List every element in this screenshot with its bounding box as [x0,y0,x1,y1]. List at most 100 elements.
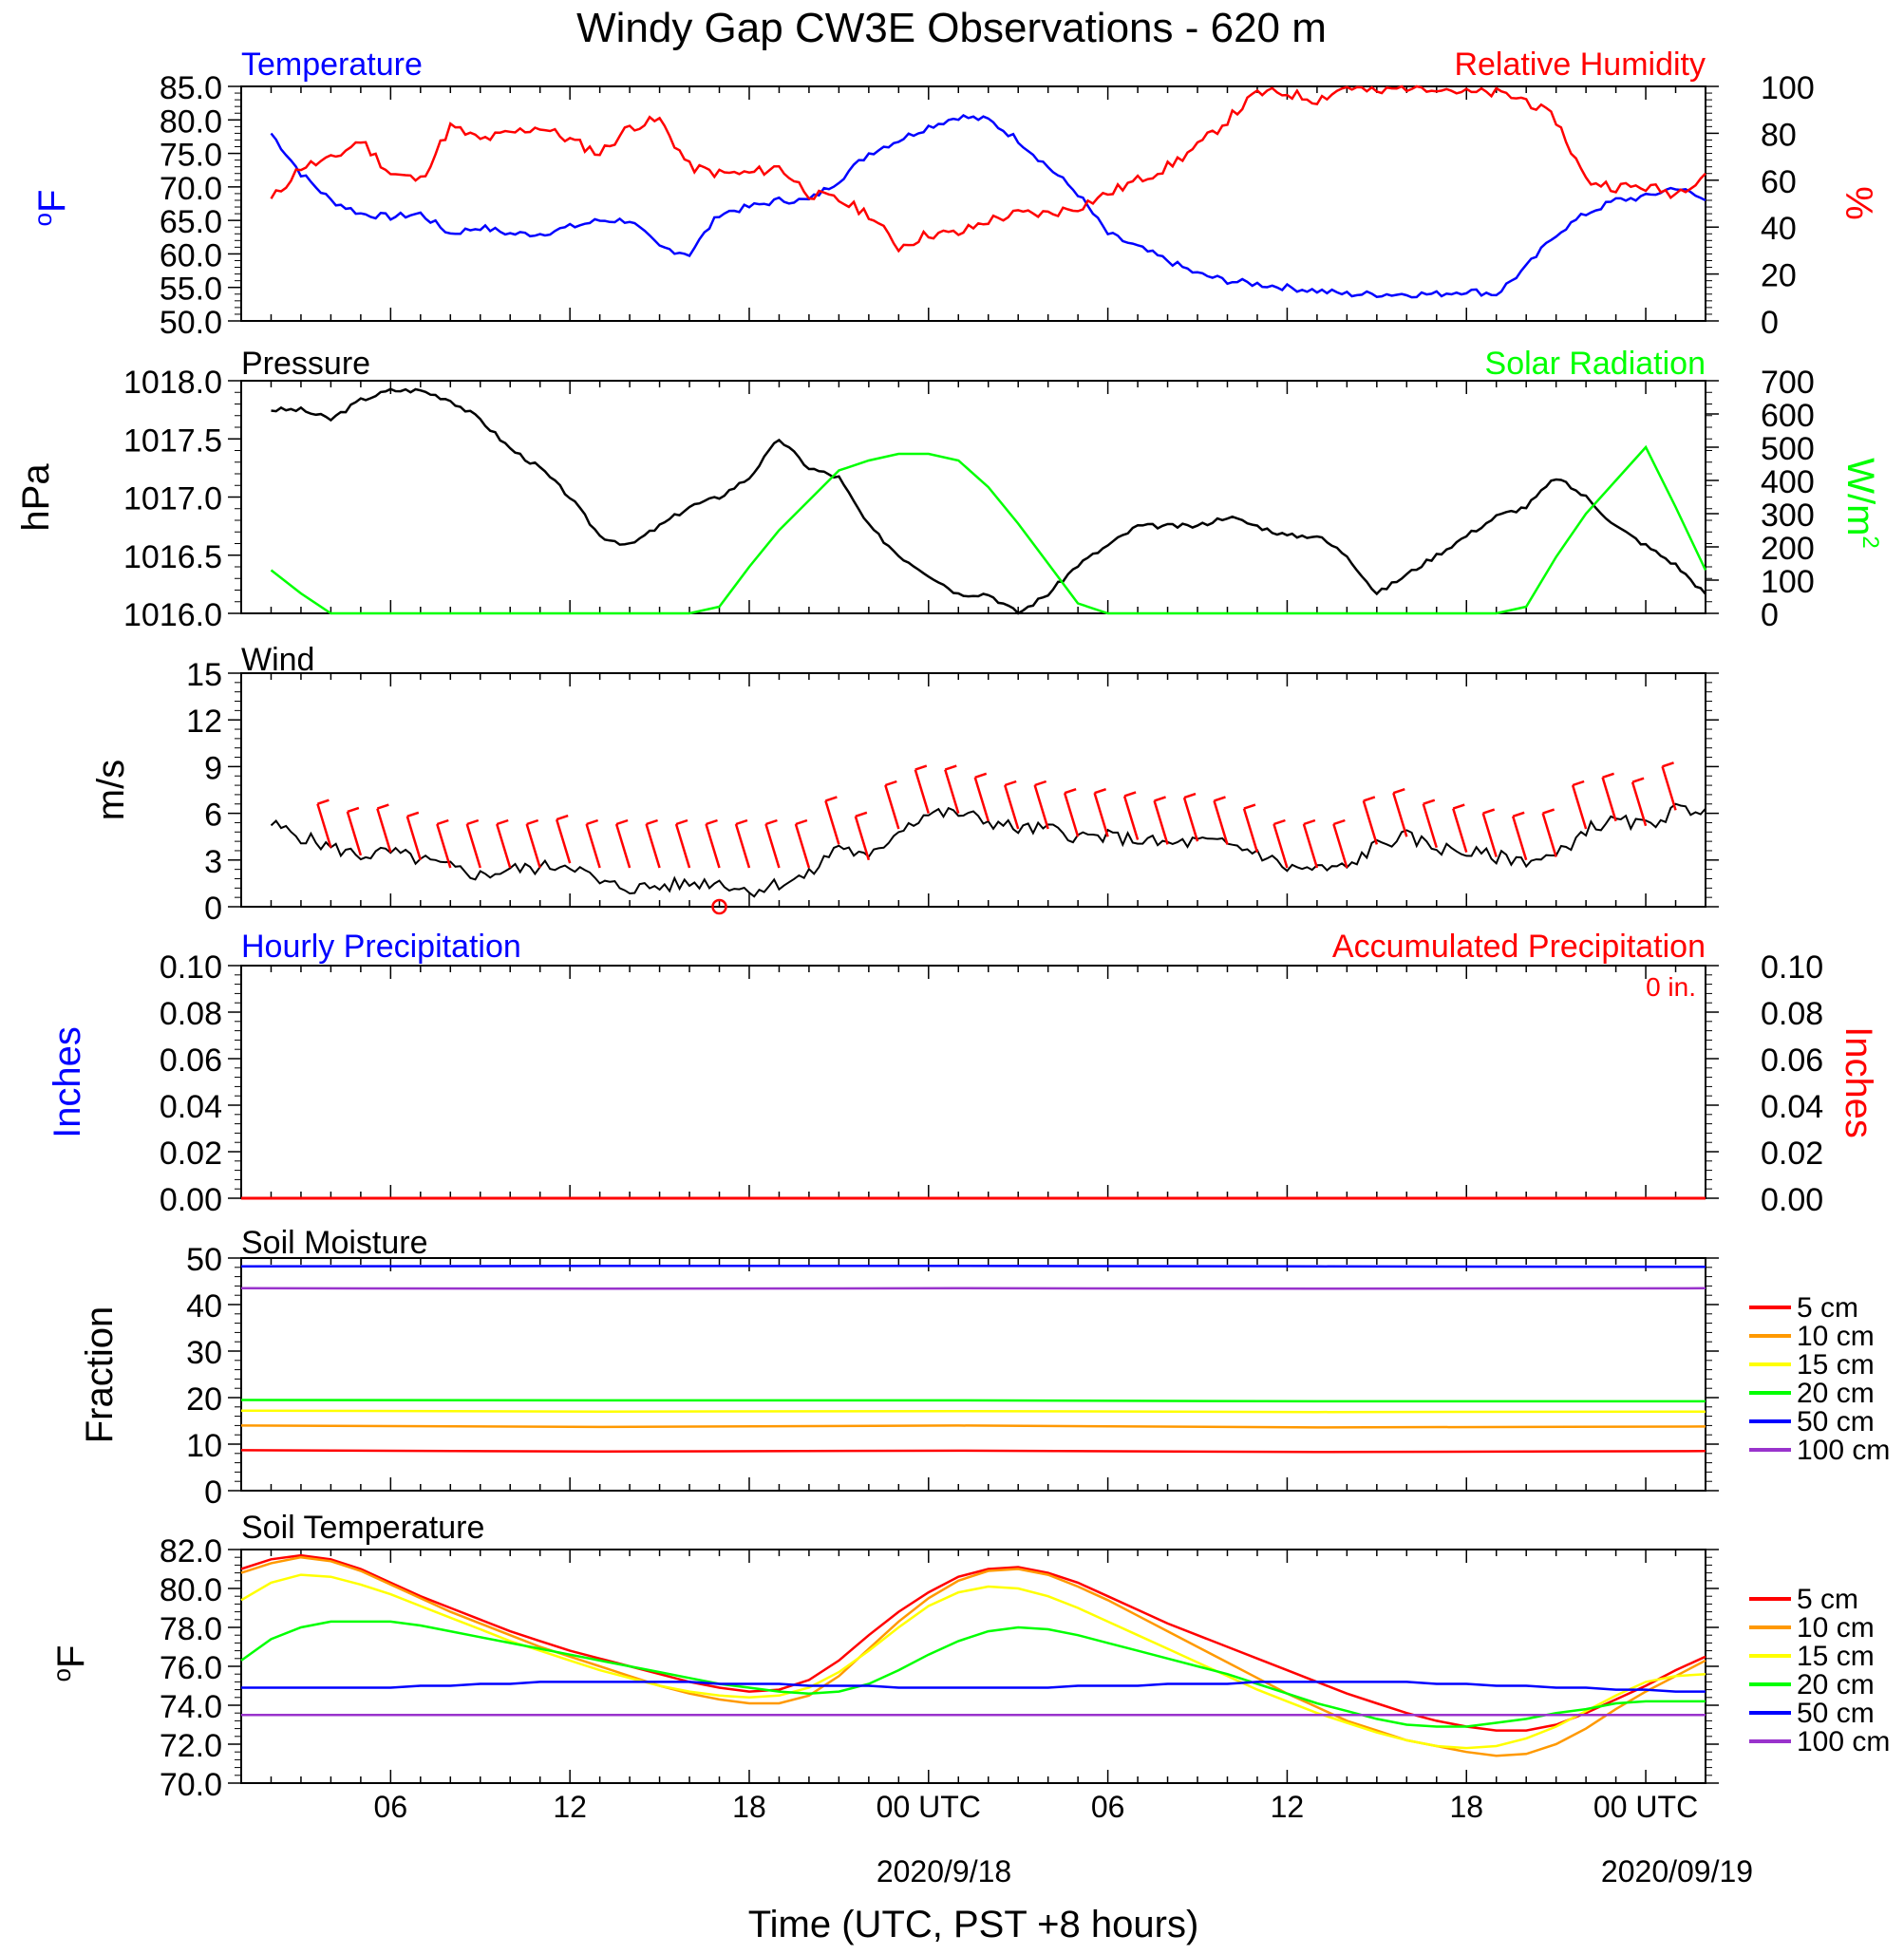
legend-label: 15 cm [1797,1349,1875,1381]
y-tick-label: 1016.0 [123,597,222,633]
wind-barb [973,777,990,822]
panel-3-frame [240,672,1706,908]
wind-barb-flag [795,818,808,826]
x-tick-label: 00 UTC [877,1790,981,1824]
wind-barb-flag [496,818,509,826]
legend-label: 50 cm [1797,1698,1875,1729]
soil-moisture-line-1 [240,1424,1706,1429]
wind-barb [555,818,572,864]
soil-moisture-line-4 [240,1265,1706,1268]
soil-moisture-line-3 [240,1399,1706,1403]
unit-W-per-m: W/m [1839,458,1881,535]
y-tick-label: 70.0 [160,171,222,207]
y-tick-label: 0 [204,891,222,927]
wind-barb [1122,796,1140,840]
panel3-left-title: Wind [241,642,314,678]
y-tick-label-right: 500 [1761,431,1815,467]
y-tick-label: 74.0 [160,1689,222,1725]
wind-barb-flag [1542,808,1555,815]
panel-precipitation: Hourly Precipitation Accumulated Precipi… [47,929,1879,1138]
y-tick-label-right: 0.06 [1761,1043,1823,1079]
panel2-ylabel-right: W/m2 [1839,458,1883,549]
wind-barb [1541,813,1557,857]
wind-barb [1242,808,1259,853]
x-tick-label: 18 [732,1790,766,1824]
panel-6-frame [240,1549,1706,1784]
panel2-right-title: Solar Radiation [1485,346,1706,382]
wind-barb [794,823,811,869]
y-tick-label-right: 40 [1761,211,1797,247]
y-tick-label: 30 [186,1335,222,1371]
y-tick-label: 6 [204,798,222,834]
wind-barb-flag [526,818,539,826]
wind-barb-flag [974,772,988,779]
wind-barb-flag [884,780,897,787]
wind-barb-flag [1004,780,1017,787]
wind-barb [1392,792,1408,837]
unit-F: F [50,1645,92,1668]
wind-barb [884,784,900,830]
panel1-ylabel-left: oF [28,190,73,227]
x-tick-label: 00 UTC [1593,1790,1698,1824]
wind-barb-flag [1273,818,1286,826]
y-tick-label: 65.0 [160,204,222,240]
panel-soil-temperature: Soil Temperature oF [47,1510,484,1682]
plot-layer: 85.080.075.070.065.060.055.050.010080604… [123,70,1890,1824]
x-date-label-1: 2020/09/19 [1601,1854,1753,1888]
wind-barb-flag [944,764,957,771]
wind-barb-flag [646,818,658,826]
panel6-left-title: Soil Temperature [241,1510,484,1546]
y-tick-label: 1016.5 [123,539,222,575]
y-tick-label-right: 20 [1761,258,1797,294]
wind-barb-flag [1243,803,1256,810]
y-tick-label: 0 [204,1475,222,1511]
wind-barb-flag [1392,788,1405,795]
wind-barb-flag [1363,796,1376,802]
wind-barb-flag [1303,818,1316,826]
y-tick-label-right: 600 [1761,398,1815,434]
y-tick-label-right: 0.08 [1761,996,1823,1032]
panel-soil-moisture: Soil Moisture Fraction [79,1225,428,1443]
wind-barb [1182,797,1199,842]
x-tick-label: 12 [553,1790,587,1824]
legend-label: 15 cm [1797,1641,1875,1672]
wind-barb [1631,781,1648,827]
wind-barb-flag [1094,788,1107,795]
wind-barb-flag [675,818,688,826]
y-tick-label: 60.0 [160,237,222,273]
wind-barb [1571,784,1588,830]
soil-temp-line-2 [240,1573,1706,1750]
y-tick-label: 78.0 [160,1611,222,1647]
y-tick-label-right: 0 [1761,597,1779,633]
y-tick-label: 50.0 [160,305,222,341]
y-tick-label-right: 0.10 [1761,949,1823,986]
wind-barb [1302,823,1319,869]
x-date-label-0: 2020/9/18 [877,1854,1011,1888]
degree-symbol-o: o [28,213,57,226]
calm-wind-marker [711,898,727,915]
legend-label: 10 cm [1797,1612,1875,1644]
humidity-line [270,85,1706,254]
wind-barb [405,816,423,861]
unit-F: F [31,190,73,213]
wind-barb [1511,816,1528,861]
wind-barb [1063,792,1080,837]
wind-barb [734,823,751,869]
y-tick-label-right: 700 [1761,365,1815,401]
wind-barb [1033,784,1049,830]
wind-barb-flag [1482,808,1496,815]
panel1-left-title: Temperature [241,47,423,83]
y-tick-label-right: 100 [1761,564,1815,600]
wind-barb [1153,800,1169,845]
y-tick-label: 50 [186,1242,222,1278]
panel1-right-title: Relative Humidity [1454,47,1706,83]
x-axis-label: Time (UTC, PST +8 hours) [748,1904,1199,1945]
wind-barb-flag [1123,791,1137,798]
wind-barb-flag [1154,796,1166,802]
panel4-ylabel-left: Inches [47,1026,88,1138]
wind-barb [1452,808,1468,853]
wind-barb-flag [914,764,928,771]
wind-barb [764,823,781,869]
y-tick-label-right: 0.00 [1761,1182,1823,1218]
y-tick-label: 0.08 [160,996,222,1032]
